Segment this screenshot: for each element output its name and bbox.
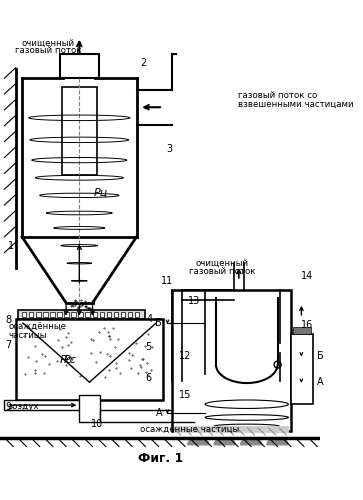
Bar <box>121 312 125 317</box>
Bar <box>29 312 33 317</box>
Bar <box>72 312 76 317</box>
Text: Рц: Рц <box>94 188 109 198</box>
Bar <box>36 312 41 317</box>
Text: 13: 13 <box>188 296 200 306</box>
Text: 11: 11 <box>161 276 174 286</box>
Text: 9: 9 <box>6 402 12 412</box>
Text: 12: 12 <box>179 350 191 360</box>
Text: Рс: Рс <box>60 355 73 365</box>
Text: взвешенными частицами: взвешенными частицами <box>238 100 354 109</box>
Text: Б: Б <box>155 318 162 328</box>
Bar <box>85 312 90 317</box>
Bar <box>114 312 118 317</box>
Bar <box>64 312 69 317</box>
Text: очищенный: очищенный <box>196 258 249 268</box>
Bar <box>62 87 97 175</box>
Text: 4: 4 <box>147 314 153 324</box>
Bar <box>291 334 313 404</box>
Text: Фиг. 1: Фиг. 1 <box>138 452 183 466</box>
Text: очищенный: очищенный <box>22 38 75 48</box>
Polygon shape <box>188 438 209 445</box>
Bar <box>107 312 111 317</box>
Bar <box>22 312 26 317</box>
Bar <box>16 318 163 400</box>
Text: 2: 2 <box>140 58 147 68</box>
Bar <box>79 396 100 422</box>
Text: Рс: Рс <box>64 355 77 365</box>
Polygon shape <box>267 438 288 445</box>
Bar <box>174 426 289 434</box>
Text: 16: 16 <box>301 320 313 330</box>
Text: Б: Б <box>317 350 324 360</box>
Text: газовый поток со: газовый поток со <box>238 92 317 100</box>
Text: 6: 6 <box>145 373 151 383</box>
Bar <box>50 312 55 317</box>
Text: 15: 15 <box>179 390 191 400</box>
Bar <box>99 312 104 317</box>
Bar <box>18 310 146 318</box>
Polygon shape <box>214 438 235 445</box>
Text: воздух: воздух <box>7 402 38 411</box>
Bar <box>78 312 83 317</box>
Bar <box>57 312 62 317</box>
Bar <box>60 54 99 78</box>
Text: 3: 3 <box>166 144 172 154</box>
Text: частицы: частицы <box>9 331 47 340</box>
Text: 7: 7 <box>6 340 12 350</box>
Bar <box>172 290 291 430</box>
Text: газовый поток: газовый поток <box>189 266 255 276</box>
Text: 10: 10 <box>91 420 103 430</box>
Bar <box>93 312 97 317</box>
Bar <box>135 312 139 317</box>
Bar <box>293 326 311 334</box>
Polygon shape <box>241 438 262 445</box>
Bar <box>43 312 48 317</box>
Bar <box>128 312 132 317</box>
Text: осаждённые частицы: осаждённые частицы <box>140 426 239 435</box>
Bar <box>4 400 88 410</box>
Text: 8: 8 <box>6 316 12 326</box>
Text: 1: 1 <box>8 240 14 250</box>
Text: А: А <box>155 408 162 418</box>
Text: А: А <box>317 377 324 387</box>
Text: осаждённые: осаждённые <box>9 323 67 332</box>
Text: 14: 14 <box>301 272 313 281</box>
Text: 5: 5 <box>145 342 151 352</box>
Bar <box>100 410 194 422</box>
Text: газовый поток: газовый поток <box>15 46 82 56</box>
